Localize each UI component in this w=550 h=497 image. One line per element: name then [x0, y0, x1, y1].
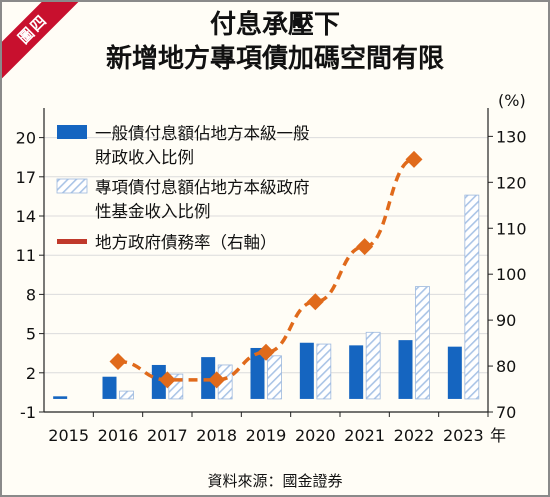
y-right-tick-label: 100	[496, 265, 527, 284]
legend-swatch-general-bond	[57, 125, 87, 139]
x-tick-label: 2021	[344, 426, 385, 445]
legend-label: 地方政府債務率（右軸）	[95, 233, 277, 252]
legend-swatch-special-bond	[56, 178, 88, 194]
y-left-tick-label: 11	[16, 246, 36, 265]
debt-ratio-point-2022	[405, 150, 423, 168]
tick-labels: -1 2 5 8 11 14 17 20 70 80 90 100 110 120 130 (%) 2015 20…	[16, 91, 527, 445]
debt-ratio-point-2017	[158, 371, 176, 389]
line-series-group	[109, 150, 423, 389]
bar-general-bond-2019	[250, 347, 265, 399]
legend-label: 專項債付息額佔地方本級政府	[95, 178, 310, 197]
y-left-tick-label: 20	[16, 129, 36, 148]
y-left-tick-label: 2	[26, 364, 36, 383]
x-tick-label: 2017	[147, 426, 188, 445]
chart-title-line-2: 新增地方專項債加碼空間有限	[105, 44, 444, 74]
y-right-tick-label: 70	[496, 403, 516, 422]
x-tick-label: 2020	[295, 426, 336, 445]
y-right-tick-label: 80	[496, 357, 516, 376]
y-right-tick-label: 120	[496, 173, 527, 192]
y-left-tick-label: 5	[26, 325, 36, 344]
y-left-tick-label: 8	[26, 285, 36, 304]
y-right-unit-label: (%)	[498, 91, 526, 110]
bar-special-bond-2016	[119, 390, 134, 400]
bar-special-bond-2023	[464, 194, 480, 400]
x-tick-label: 2018	[196, 426, 237, 445]
bar-general-bond-2015	[53, 396, 68, 399]
bar-special-bond-2019	[267, 355, 282, 400]
x-unit-label: 年	[490, 426, 506, 445]
bar-general-bond-2021	[349, 345, 364, 399]
bar-special-bond-2022	[415, 286, 430, 400]
debt-ratio-point-2020	[306, 293, 324, 311]
legend-swatch-debt-ratio	[57, 239, 87, 244]
bars-group	[53, 194, 480, 400]
x-tick-label: 2022	[394, 426, 435, 445]
chart-title-line-1: 付息承壓下	[209, 10, 340, 40]
y-right-tick-label: 110	[496, 219, 527, 238]
y-left-tick-label: 14	[16, 207, 36, 226]
bar-special-bond-2020	[316, 343, 332, 400]
bar-general-bond-2020	[299, 342, 314, 399]
debt-ratio-point-2021	[356, 238, 374, 256]
bar-general-bond-2017	[151, 364, 166, 399]
debt-ratio-point-2019	[257, 343, 275, 361]
bar-general-bond-2022	[398, 340, 413, 399]
bar-general-bond-2018	[201, 357, 216, 399]
y-right-tick-label: 130	[496, 127, 527, 146]
legend-label: 一般債付息額佔地方本級一般	[95, 124, 310, 143]
x-tick-label: 2016	[98, 426, 139, 445]
x-tick-label: 2015	[48, 426, 89, 445]
axes	[39, 108, 493, 417]
y-left-tick-label: 17	[16, 168, 36, 187]
source-note: 資料來源：國金證券	[207, 472, 343, 490]
bar-general-bond-2023	[447, 346, 462, 399]
x-tick-label: 2023	[443, 426, 484, 445]
bar-special-bond-2021	[365, 331, 381, 400]
debt-ratio-point-2018	[208, 371, 226, 389]
bar-general-bond-2016	[102, 376, 117, 399]
legend-label: 財政收入比例	[95, 148, 194, 167]
y-left-tick-label: -1	[20, 403, 36, 422]
y-right-tick-label: 90	[496, 311, 516, 330]
legend: 一般債付息額佔地方本級一般財政收入比例專項債付息額佔地方本級政府性基金收入比例地…	[56, 124, 310, 252]
legend-label: 性基金收入比例	[95, 202, 211, 221]
debt-ratio-point-2016	[109, 352, 127, 370]
x-tick-label: 2019	[246, 426, 287, 445]
